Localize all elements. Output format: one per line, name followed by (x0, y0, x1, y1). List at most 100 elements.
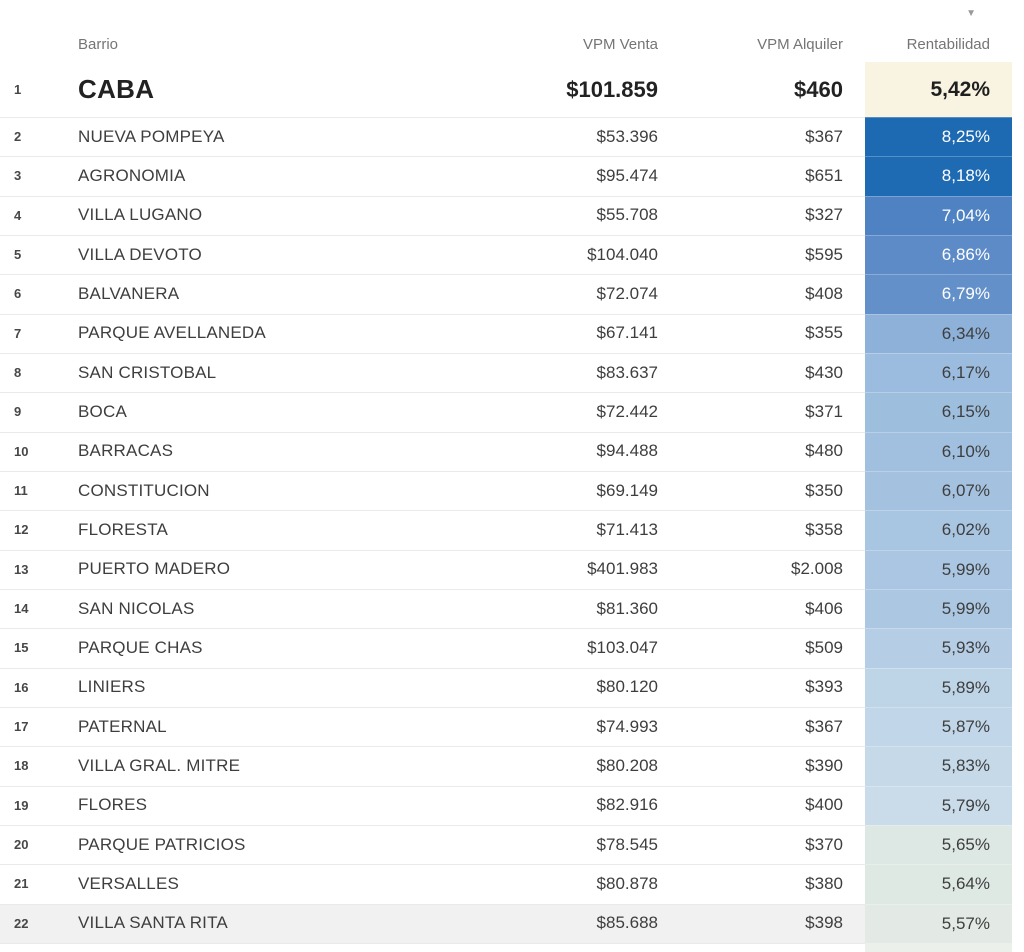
rank-cell: 19 (14, 797, 29, 813)
rank-cell (0, 943, 78, 952)
rentabilidad-column-header[interactable]: ▼ Rentabilidad (865, 9, 1012, 54)
rank-cell: 1 (14, 82, 22, 97)
barrio-cell: VILLA GRAL. MITRE (78, 755, 241, 775)
barrio-cell: BALVANERA (78, 283, 180, 303)
vpm-alquiler-cell: $509 (805, 637, 843, 657)
vpm-venta-cell: $72.074 (596, 283, 658, 303)
table-row: 21 VERSALLES $80.878 $380 5,64% (0, 864, 1024, 904)
barrio-cell (78, 943, 420, 952)
table-row: 19 FLORES $82.916 $400 5,79% (0, 785, 1024, 825)
barrio-cell: VILLA SANTA RITA (78, 913, 228, 933)
rank-cell: 13 (14, 561, 29, 577)
table-body: 1 CABA $101.859 $460 5,42% 2 NUEVA POMPEYA $53.… (0, 62, 1024, 952)
rank-cell: 17 (14, 719, 29, 735)
vpm-venta-cell: $401.983 (587, 559, 658, 579)
table-row: 20 PARQUE PATRICIOS $78.545 $370 5,65% (0, 824, 1024, 865)
vpm-alquiler-cell: $370 (805, 834, 843, 854)
barrio-cell: BARRACAS (78, 441, 174, 461)
vpm-venta-cell: $81.360 (596, 598, 658, 618)
rentabilidad-cell: 6,02% (865, 510, 1012, 550)
table-row: 22 VILLA SANTA RITA $85.688 $398 5,57% (0, 903, 1024, 943)
rentabilidad-cell: 6,10% (865, 431, 1012, 471)
barrio-cell: VILLA DEVOTO (78, 244, 202, 264)
rank-cell: 12 (14, 522, 29, 538)
table-row: 2 NUEVA POMPEYA $53.396 $367 8,25% (0, 117, 1024, 157)
rentabilidad-cell: 8,25% (865, 117, 1012, 157)
vpm-venta-cell: $55.708 (596, 205, 658, 225)
vpm-alquiler-cell: $327 (805, 205, 843, 225)
rentabilidad-cell: 5,79% (865, 785, 1012, 825)
rank-cell: 16 (14, 679, 29, 695)
table-row: 7 PARQUE AVELLANEDA $67.141 $355 6,34% (0, 313, 1024, 353)
barrio-cell: SAN NICOLAS (78, 598, 195, 618)
vpm-venta-cell: $94.488 (596, 441, 658, 461)
rank-cell: 14 (14, 601, 29, 617)
rentabilidad-cell: 6,86% (865, 234, 1012, 275)
vpm-alquiler-cell: $367 (805, 126, 843, 146)
vpm-venta-cell: $95.474 (596, 165, 658, 185)
table-row: 11 CONSTITUCION $69.149 $350 6,07% (0, 470, 1024, 511)
vpm-venta-cell: $80.120 (596, 677, 658, 697)
rentabilidad-cell: 6,79% (865, 274, 1012, 314)
barrio-cell: AGRONOMIA (78, 165, 186, 185)
rentabilidad-cell: 5,99% (865, 549, 1012, 589)
rank-cell: 10 (14, 443, 29, 459)
vpm-alquiler-cell: $371 (805, 401, 843, 421)
barrio-cell: VERSALLES (78, 873, 180, 893)
vpm-alquiler-cell: $2.008 (791, 559, 843, 579)
vpm-venta-cell (420, 943, 658, 952)
vpm-alquiler-cell: $380 (805, 873, 843, 893)
rentabilidad-cell (865, 942, 1012, 952)
rank-cell: 5 (14, 247, 22, 263)
rank-cell: 22 (14, 915, 29, 931)
rentabilidad-cell: 5,57% (865, 903, 1012, 943)
barrio-cell: PATERNAL (78, 716, 167, 736)
vpm-alquiler-cell: $393 (805, 677, 843, 697)
vpm-alquiler-cell: $430 (805, 362, 843, 382)
rentabilidad-cell: 5,42% (865, 62, 1012, 117)
vpm-venta-cell: $78.545 (596, 834, 658, 854)
vpm-alquiler-cell: $390 (805, 755, 843, 775)
rank-cell: 21 (14, 876, 29, 892)
vpm-alquiler-cell: $355 (805, 323, 843, 343)
barrio-cell: FLORESTA (78, 519, 169, 539)
vpm-alquiler-cell: $350 (805, 480, 843, 500)
rank-cell: 20 (14, 837, 29, 853)
rentabilidad-cell: 5,83% (865, 746, 1012, 786)
barrio-cell: PUERTO MADERO (78, 559, 231, 579)
rank-cell: 2 (14, 129, 22, 145)
rank-cell: 7 (14, 325, 22, 341)
table-row: 9 BOCA $72.442 $371 6,15% (0, 392, 1024, 432)
right-margin (1012, 943, 1024, 952)
barrio-cell: CONSTITUCION (78, 480, 210, 500)
barrio-column-header[interactable]: Barrio (78, 36, 119, 53)
rentabilidad-cell: 7,04% (865, 195, 1012, 235)
rentabilidad-cell: 6,17% (865, 352, 1012, 393)
vpm-venta-cell: $103.047 (587, 637, 658, 657)
table-row: 3 AGRONOMIA $95.474 $651 8,18% (0, 156, 1024, 196)
table-row: 4 VILLA LUGANO $55.708 $327 7,04% (0, 195, 1024, 235)
vpm-venta-cell: $82.916 (596, 795, 658, 815)
vpm-venta-column-header[interactable]: VPM Venta (582, 36, 658, 53)
vpm-venta-cell: $80.878 (596, 873, 658, 893)
rank-cell: 9 (14, 404, 22, 420)
vpm-venta-cell: $69.149 (596, 480, 658, 500)
vpm-venta-cell: $71.413 (596, 519, 658, 539)
vpm-alquiler-cell: $400 (805, 795, 843, 815)
barrio-cell: NUEVA POMPEYA (78, 126, 225, 146)
table-row: 14 SAN NICOLAS $81.360 $406 5,99% (0, 588, 1024, 629)
rank-cell: 8 (14, 365, 22, 381)
barrio-cell: CABA (78, 74, 155, 104)
sort-desc-icon[interactable]: ▼ (966, 8, 976, 19)
vpm-venta-cell: $104.040 (587, 244, 658, 264)
vpm-alquiler-column-header[interactable]: VPM Alquiler (757, 36, 843, 53)
table-header: Barrio VPM Venta VPM Alquiler ▼ Rentabil… (0, 0, 1024, 62)
vpm-alquiler-cell (658, 943, 843, 952)
table-row: 16 LINIERS $80.120 $393 5,89% (0, 667, 1024, 707)
vpm-alquiler-cell: $480 (805, 441, 843, 461)
vpm-venta-cell: $80.208 (596, 755, 658, 775)
table-row: 1 CABA $101.859 $460 5,42% (0, 62, 1024, 117)
vpm-alquiler-cell: $595 (805, 244, 843, 264)
rentabilidad-cell: 6,34% (865, 313, 1012, 353)
barrio-cell: SAN CRISTOBAL (78, 362, 217, 382)
